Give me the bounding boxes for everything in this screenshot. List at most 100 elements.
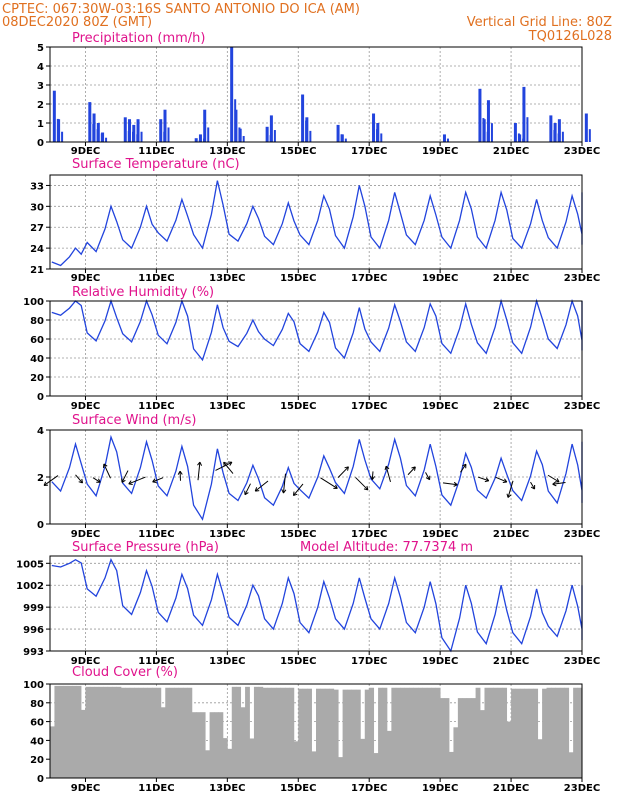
precip-bar	[52, 90, 56, 142]
wind-arrow-head	[223, 461, 228, 467]
cloud-bar	[240, 707, 246, 778]
wind-arrow	[43, 475, 59, 486]
cloud-bar	[67, 685, 73, 778]
x-tick-label: 11DEC	[138, 783, 174, 794]
wind-arrow-head	[197, 461, 203, 466]
x-tick-label: 9DEC	[71, 401, 100, 412]
cloud-bar	[227, 748, 233, 778]
cloud-bar	[395, 687, 401, 778]
wind-arrow-head	[254, 487, 260, 492]
cloud-bar	[426, 687, 432, 778]
precip-bar	[376, 123, 380, 142]
precip-bar	[557, 119, 561, 142]
precip-bar	[88, 102, 92, 142]
x-tick-label: 15DEC	[280, 273, 316, 284]
cloud-bar	[320, 688, 326, 778]
cloud-bar	[515, 688, 521, 778]
cloud-bar	[484, 687, 490, 778]
cloud-bar	[506, 721, 512, 778]
precip-bar	[92, 113, 96, 142]
cloud-bar	[391, 687, 397, 778]
cloud-bar	[542, 688, 547, 778]
panel-4: 0 2 4 9DEC 11DEC 13DEC 15DEC 17DEC 19DEC 21DEC 23D…	[37, 413, 600, 540]
panel-title: Surface Pressure (hPa)	[72, 540, 219, 555]
cloud-bar	[573, 687, 578, 778]
x-tick-label: 9DEC	[71, 656, 100, 667]
x-tick-label: 23DEC	[564, 529, 600, 540]
wind-arrow	[121, 470, 129, 483]
cloud-bar	[462, 698, 468, 778]
wind-arrow	[282, 473, 286, 494]
x-tick-label: 21DEC	[493, 529, 529, 540]
x-tick-label: 21DEC	[493, 273, 529, 284]
precip-bar	[265, 126, 269, 142]
cloud-bar	[183, 687, 188, 778]
cloud-bar	[400, 687, 406, 778]
y-tick-label: 21	[30, 265, 44, 276]
cloud-bar	[449, 751, 454, 778]
cloud-bar	[276, 687, 281, 778]
x-tick-label: 11DEC	[138, 656, 174, 667]
cloud-bar	[214, 712, 219, 778]
cloud-bar	[107, 686, 113, 778]
wind-arrow-head	[462, 463, 467, 469]
wind-arrow	[530, 481, 536, 490]
precip-bar	[309, 130, 312, 142]
cloud-bar	[555, 687, 561, 778]
x-tick-label: 9DEC	[71, 783, 100, 794]
cloud-bar	[156, 687, 162, 778]
y-tick-label: 999	[23, 603, 44, 614]
x-tick-label: 9DEC	[71, 273, 100, 284]
cloud-bar	[262, 687, 268, 778]
x-tick-label: 23DEC	[564, 401, 600, 412]
wind-arrow-head	[530, 485, 536, 490]
series-line	[51, 180, 583, 267]
cloud-bar	[147, 687, 153, 778]
cloud-bar	[511, 688, 516, 778]
x-tick-label: 9DEC	[71, 529, 100, 540]
panel-title: Surface Wind (m/s)	[72, 413, 196, 428]
x-tick-label: 13DEC	[209, 529, 245, 540]
wind-arrow-head	[102, 463, 108, 468]
cloud-bar	[471, 698, 476, 778]
wind-arrow-head	[453, 481, 458, 487]
precip-bar	[553, 123, 557, 142]
wind-arrow-head	[552, 481, 557, 487]
precip-bar	[273, 130, 276, 142]
precip-bar	[57, 119, 61, 142]
y-tick-label: 5	[37, 43, 44, 54]
cloud-bar	[58, 685, 64, 778]
cloud-bar	[169, 687, 175, 778]
panel-6: 0 20 40 60 80 100 9DEC 11DEC 13DEC 15DEC 17DEC 19DE…	[23, 665, 600, 794]
cloud-bar	[72, 685, 77, 778]
precip-bar	[230, 47, 234, 142]
precip-bar	[588, 129, 591, 142]
wind-arrow-head	[292, 491, 298, 497]
cloud-bar	[409, 687, 414, 778]
cloud-bar	[120, 687, 126, 778]
panel-3: 0 20 40 60 80 100 9DEC 11DEC 13DEC 15DEC 17DEC 19DE…	[23, 285, 600, 412]
x-tick-label: 23DEC	[564, 656, 600, 667]
x-tick-label: 13DEC	[209, 783, 245, 794]
cloud-bar	[178, 687, 184, 778]
precip-bar	[234, 109, 238, 142]
precip-bar	[305, 117, 309, 142]
y-tick-label: 2	[37, 473, 44, 484]
series-line	[51, 558, 583, 653]
precip-bar	[194, 138, 198, 142]
cloud-bar	[196, 712, 202, 778]
panel-1: 0 1 2 3 4 5 9DEC 11DEC 13DEC 15DEC 17DEC 19DEC 21DEC…	[37, 31, 600, 157]
cloud-bar	[200, 712, 206, 778]
precip-bar	[123, 117, 127, 142]
wind-arrow	[460, 463, 467, 473]
cloud-bar	[369, 687, 375, 778]
wind-arrow	[103, 463, 111, 479]
precip-bar	[478, 88, 482, 142]
wind-arrow-head	[244, 490, 249, 496]
precip-bar	[140, 131, 143, 142]
cloud-bar	[444, 698, 450, 778]
cloud-bar	[519, 688, 525, 778]
wind-arrow-head	[370, 475, 376, 480]
y-tick-label: 20	[30, 373, 44, 384]
wind-arrow-head	[502, 478, 508, 484]
